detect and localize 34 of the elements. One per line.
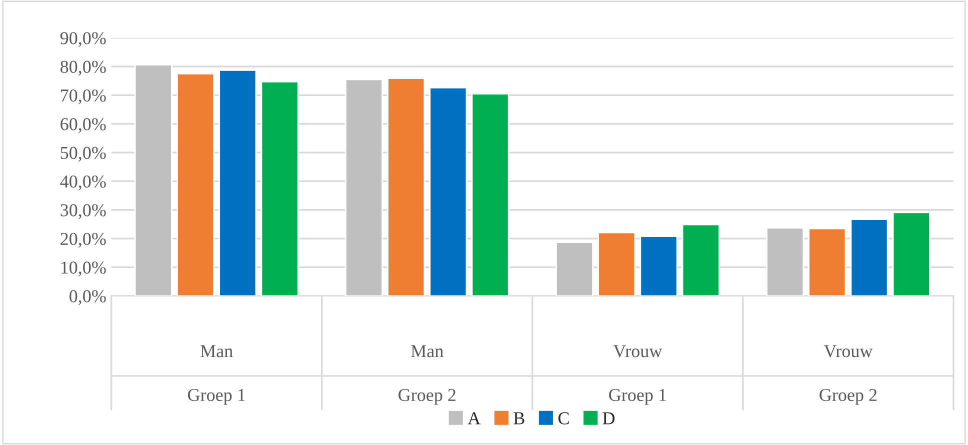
bar [471, 93, 510, 296]
bar [218, 70, 257, 296]
y-tick-label: 20,0% [60, 232, 106, 248]
y-tick-label: 10,0% [61, 262, 106, 276]
legend-label: A [468, 412, 480, 424]
bar [429, 87, 468, 296]
y-tick-label: 30,0% [60, 204, 106, 219]
bar [176, 72, 215, 296]
y-tick-label: 90,0% [60, 32, 106, 47]
bar [387, 78, 426, 296]
y-tick-label: 0,0% [70, 290, 106, 305]
bar [850, 218, 888, 296]
category-label: Vrouw Groep 2 [820, 345, 877, 405]
legend-label: C [558, 412, 569, 424]
y-tick-label: 40,0% [60, 175, 106, 190]
y-tick-label: 60,0% [60, 118, 106, 133]
legend-label: D [602, 412, 615, 424]
legend-label: B [514, 412, 524, 424]
y-tick-label: 80,0% [60, 60, 106, 76]
category-label: Man Groep 2 [398, 345, 456, 405]
bar [134, 64, 172, 296]
bar [892, 212, 930, 296]
bar [640, 236, 678, 296]
y-tick-label: 70,0% [61, 89, 106, 104]
bar [808, 228, 846, 296]
bar [766, 227, 804, 296]
bar [598, 232, 636, 296]
bar [556, 242, 594, 296]
bar [682, 224, 720, 296]
bar [260, 81, 299, 296]
bar [344, 78, 383, 296]
category-label: Man Groep 1 [188, 345, 245, 405]
category-label: Vrouw Groep 1 [609, 345, 666, 405]
y-tick-label: 50,0% [60, 146, 106, 162]
